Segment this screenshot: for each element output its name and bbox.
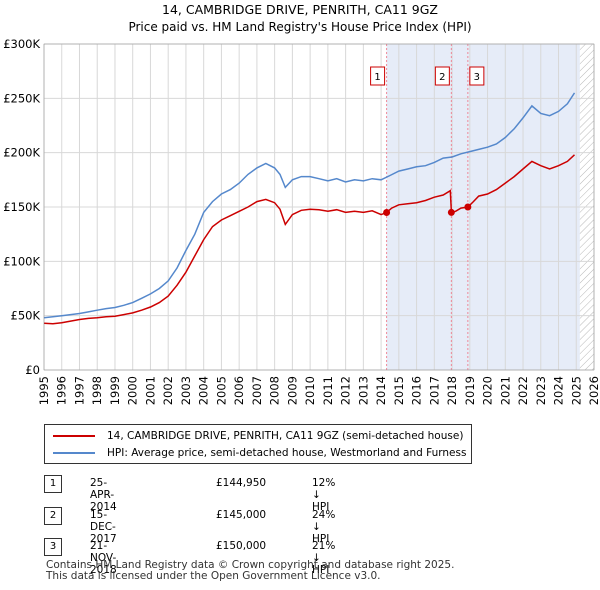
y-tick-label: £200K bbox=[3, 146, 40, 160]
x-tick-label: 2015 bbox=[392, 376, 406, 405]
y-tick-label: £0 bbox=[25, 363, 40, 377]
transaction-date: 25-APR-2014 bbox=[90, 477, 117, 513]
sale-point bbox=[464, 203, 472, 211]
x-tick-label: 2006 bbox=[232, 376, 246, 405]
y-tick-label: £250K bbox=[3, 91, 40, 105]
marker-label: 2 bbox=[439, 72, 445, 83]
x-tick-label: 1995 bbox=[37, 376, 51, 405]
sale-point bbox=[383, 208, 391, 216]
transaction-price: £150,000 bbox=[216, 540, 267, 552]
x-tick-label: 2019 bbox=[463, 376, 477, 405]
sale-points bbox=[383, 203, 472, 216]
transaction-number: 1 bbox=[44, 475, 62, 493]
y-tick-label: £300K bbox=[3, 37, 40, 51]
marker-label-box bbox=[469, 66, 485, 86]
y-tick-label: £50K bbox=[11, 309, 41, 323]
property-series-line bbox=[43, 154, 576, 325]
y-tick-label: £100K bbox=[3, 254, 40, 268]
x-tick-label: 2000 bbox=[126, 376, 140, 405]
footer-licence: This data is licensed under the Open Gov… bbox=[46, 570, 381, 582]
x-tick-label: 2001 bbox=[143, 376, 157, 405]
x-tick-label: 2021 bbox=[498, 376, 512, 405]
legend-swatch-hpi bbox=[53, 452, 95, 454]
x-tick-label: 2023 bbox=[534, 376, 548, 405]
x-tick-label: 2016 bbox=[410, 376, 424, 405]
transaction-number: 2 bbox=[44, 507, 62, 525]
x-tick-label: 2014 bbox=[374, 376, 388, 405]
x-tick-label: 2010 bbox=[303, 376, 317, 405]
x-tick-label: 2018 bbox=[445, 376, 459, 405]
legend-item-hpi: HPI: Average price, semi-detached house,… bbox=[53, 445, 466, 461]
legend: 14, CAMBRIDGE DRIVE, PENRITH, CA11 9GZ (… bbox=[44, 424, 472, 464]
chart-subtitle: Price paid vs. HM Land Registry's House … bbox=[128, 20, 471, 34]
transaction-date: 15-DEC-2017 bbox=[90, 509, 117, 545]
footer-copyright: Contains HM Land Registry data © Crown c… bbox=[46, 559, 455, 571]
x-tick-label: 2017 bbox=[427, 376, 441, 405]
marker-label: 1 bbox=[374, 72, 380, 83]
sale-point bbox=[447, 208, 455, 216]
legend-label-property: 14, CAMBRIDGE DRIVE, PENRITH, CA11 9GZ (… bbox=[107, 430, 464, 442]
transaction-hpi-diff: 12% ↓ HPI bbox=[312, 477, 336, 513]
transaction-date: 21-NOV-2018 bbox=[90, 540, 117, 576]
x-tick-label: 2026 bbox=[587, 376, 600, 405]
x-tick-label: 1999 bbox=[108, 376, 122, 405]
x-tick-label: 1998 bbox=[90, 376, 104, 405]
hpi-series-line bbox=[43, 92, 576, 319]
x-tick-label: 2022 bbox=[516, 376, 530, 405]
legend-label-hpi: HPI: Average price, semi-detached house,… bbox=[107, 447, 467, 459]
x-tick-label: 2009 bbox=[285, 376, 299, 405]
transaction-hpi-diff: 21% ↓ HPI bbox=[312, 540, 336, 576]
x-tick-label: 2007 bbox=[250, 376, 264, 405]
chart-title: 14, CAMBRIDGE DRIVE, PENRITH, CA11 9GZ bbox=[162, 2, 438, 17]
x-tick-label: 2013 bbox=[356, 376, 370, 405]
x-tick-label: 2025 bbox=[569, 376, 583, 405]
y-tick-label: £150K bbox=[3, 200, 40, 214]
footer: Contains HM Land Registry data © Crown c… bbox=[46, 560, 454, 582]
transaction-price: £144,950 bbox=[216, 477, 267, 489]
plot-border bbox=[43, 43, 595, 371]
transaction-price: £145,000 bbox=[216, 509, 267, 521]
price-chart: 14, CAMBRIDGE DRIVE, PENRITH, CA11 9GZ P… bbox=[3, 2, 600, 405]
legend-swatch-property bbox=[53, 435, 95, 437]
x-tick-label: 2008 bbox=[268, 376, 282, 405]
x-tick-label: 2002 bbox=[161, 376, 175, 405]
x-axis-ticks: 1995 1996 1997 1998 1999 2000 2001 2002 2003 2004… bbox=[37, 376, 600, 405]
x-tick-label: 2005 bbox=[214, 376, 228, 405]
x-tick-label: 2011 bbox=[321, 376, 335, 405]
legend-item-property: 14, CAMBRIDGE DRIVE, PENRITH, CA11 9GZ (… bbox=[53, 428, 463, 444]
marker-label: 3 bbox=[474, 72, 480, 83]
x-tick-label: 2004 bbox=[197, 376, 211, 405]
marker-labels: 1 2 3 bbox=[370, 66, 485, 86]
marker-label-box bbox=[434, 66, 450, 86]
x-tick-label: 2012 bbox=[339, 376, 353, 405]
x-tick-label: 2003 bbox=[179, 376, 193, 405]
x-tick-label: 2024 bbox=[552, 376, 566, 405]
y-axis-ticks: £0 £50K £100K £150K £200K £250K £300K bbox=[3, 37, 40, 377]
transaction-number: 3 bbox=[44, 538, 62, 556]
x-tick-label: 1997 bbox=[72, 376, 86, 405]
marker-label-box bbox=[370, 66, 386, 86]
x-tick-label: 1996 bbox=[55, 376, 69, 405]
transaction-hpi-diff: 24% ↓ HPI bbox=[312, 509, 336, 545]
x-tick-label: 2020 bbox=[481, 376, 495, 405]
